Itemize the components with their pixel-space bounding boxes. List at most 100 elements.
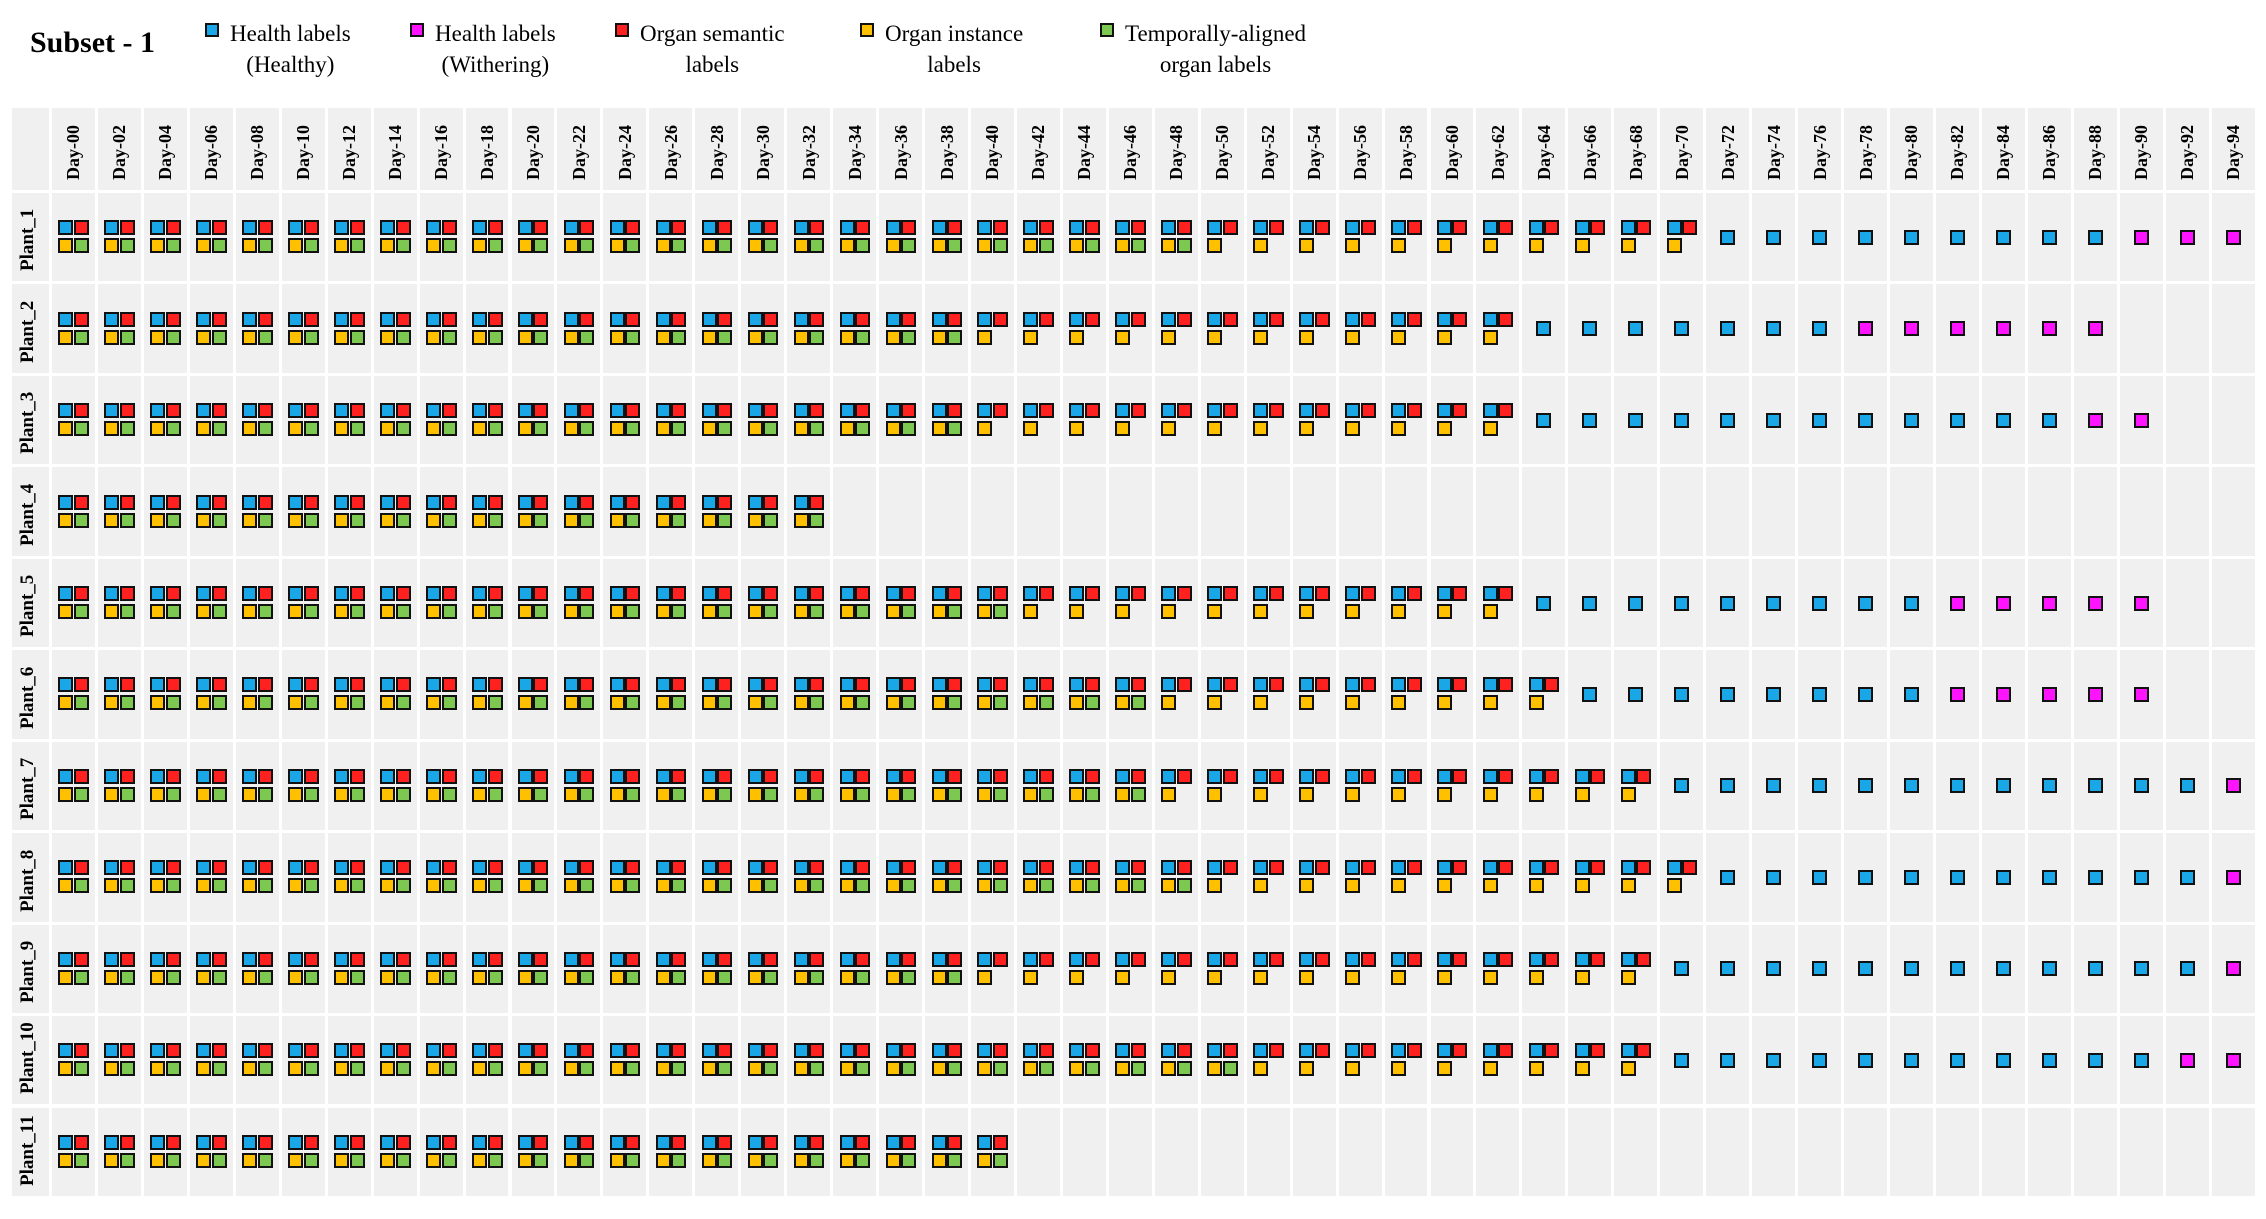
health-healthy-marker (58, 951, 74, 967)
temporal-aligned-marker (855, 604, 871, 620)
grid-cell (1016, 833, 1060, 922)
organ-instance-marker (1069, 1061, 1085, 1077)
grid-cell (2165, 467, 2209, 556)
organ-instance-marker (1115, 329, 1131, 345)
grid-cell (879, 193, 923, 282)
grid-cell (1706, 284, 1750, 373)
grid-cell (143, 467, 187, 556)
organ-semantic-marker (1130, 220, 1146, 236)
organ-instance-marker (1069, 421, 1085, 437)
organ-semantic-marker (1314, 403, 1330, 419)
organ-semantic-marker (1084, 220, 1100, 236)
grid-cell (235, 650, 279, 739)
organ-semantic-marker (349, 860, 365, 876)
health-healthy-marker (2041, 961, 2057, 977)
organ-instance-marker (839, 421, 855, 437)
health-healthy-marker (334, 220, 350, 236)
organ-semantic-marker (1544, 860, 1560, 876)
grid-cell (281, 284, 325, 373)
health-healthy-marker (104, 1134, 120, 1150)
temporal-aligned-marker (441, 604, 457, 620)
temporal-aligned-marker (947, 786, 963, 802)
health-healthy-marker (196, 768, 212, 784)
grid-cell (649, 650, 693, 739)
health-healthy-marker (472, 494, 488, 510)
organ-semantic-marker (717, 586, 733, 602)
organ-semantic-marker (625, 1134, 641, 1150)
organ-instance-marker (1391, 969, 1407, 985)
organ-semantic-marker (1314, 220, 1330, 236)
organ-instance-marker (655, 421, 671, 437)
organ-instance-marker (426, 878, 442, 894)
health-healthy-marker (472, 951, 488, 967)
day-header-cell: Day-70 (1660, 108, 1704, 190)
health-healthy-marker (701, 1134, 717, 1150)
organ-instance-marker (701, 604, 717, 620)
grid-cell (1568, 1016, 1612, 1105)
health-healthy-marker (380, 1134, 396, 1150)
organ-instance-marker (58, 421, 74, 437)
health-healthy-marker (242, 768, 258, 784)
organ-semantic-marker (487, 1134, 503, 1150)
health-healthy-marker (563, 1043, 579, 1059)
organ-instance-marker (655, 512, 671, 528)
grid-cell (189, 924, 233, 1014)
health-healthy-marker (288, 403, 304, 419)
health-healthy-marker (472, 311, 488, 327)
grid-cell (2027, 467, 2071, 556)
plant-label-cell: Plant_9 (12, 924, 49, 1014)
day-header-cell: Day-06 (189, 108, 233, 190)
organ-semantic-marker (441, 951, 457, 967)
grid-cell (1430, 375, 1474, 465)
grid-cell (143, 284, 187, 373)
organ-instance-marker (1299, 1061, 1315, 1077)
organ-instance-marker (747, 512, 763, 528)
organ-instance-marker (747, 878, 763, 894)
grid-cell (373, 1016, 417, 1105)
grid-cell (1798, 1016, 1842, 1105)
health-healthy-marker (977, 586, 993, 602)
temporal-aligned-marker (763, 238, 779, 254)
temporal-aligned-marker (671, 695, 687, 711)
plant-label: Plant_9 (17, 940, 38, 1004)
organ-semantic-marker (395, 677, 411, 693)
organ-instance-marker (885, 1152, 901, 1168)
health-healthy-marker (1069, 768, 1085, 784)
grid-cell (1016, 1016, 1060, 1105)
grid-cell (1935, 650, 1979, 739)
temporal-aligned-marker (947, 1061, 963, 1077)
grid-cell (327, 924, 371, 1014)
organ-instance-marker (1436, 878, 1452, 894)
health-healthy-marker (104, 768, 120, 784)
grid-cell (1844, 924, 1887, 1014)
organ-instance-marker (1207, 238, 1223, 254)
health-healthy-marker (747, 677, 763, 693)
organ-instance-marker (334, 695, 350, 711)
grid-cell (1430, 284, 1474, 373)
temporal-aligned-marker (579, 786, 595, 802)
organ-semantic-marker (1360, 311, 1376, 327)
health-healthy-marker (1582, 686, 1598, 702)
temporal-aligned-marker (395, 238, 411, 254)
organ-semantic-marker (257, 677, 273, 693)
organ-semantic-marker (303, 494, 319, 510)
grid-cell (143, 650, 187, 739)
temporal-aligned-marker (855, 878, 871, 894)
health-healthy-marker (1528, 1043, 1544, 1059)
grid-cell (741, 558, 785, 648)
temporal-aligned-marker (901, 421, 917, 437)
grid-cell (1660, 375, 1704, 465)
organ-semantic-marker (992, 586, 1008, 602)
grid-cell (465, 467, 509, 556)
temporal-aligned-marker (717, 604, 733, 620)
legend-swatch (205, 23, 219, 37)
organ-semantic-marker (165, 677, 181, 693)
day-header-cell: Day-72 (1706, 108, 1750, 190)
health-healthy-marker (1207, 220, 1223, 236)
organ-semantic-marker (1452, 768, 1468, 784)
organ-semantic-marker (855, 1134, 871, 1150)
grid-cell (2119, 375, 2163, 465)
organ-instance-marker (150, 1152, 166, 1168)
organ-instance-marker (472, 512, 488, 528)
organ-semantic-marker (257, 494, 273, 510)
